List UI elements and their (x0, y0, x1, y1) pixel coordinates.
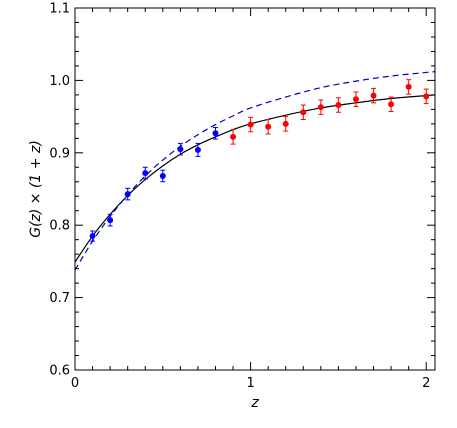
blue-data-point-0 (89, 233, 96, 240)
red-data-point-0 (230, 133, 237, 140)
blue-data-point-2 (124, 191, 131, 198)
red-data-point-1 (247, 121, 254, 128)
blue-data-point-5 (177, 146, 184, 153)
y-tick-label-0: 0.6 (49, 364, 70, 379)
red-data-point-5 (317, 104, 324, 111)
blue-data-point-6 (194, 146, 201, 153)
blue-data-point-1 (107, 217, 114, 224)
curve-layer (75, 71, 435, 271)
red-data-point-3 (282, 120, 289, 127)
blue-data-point-7 (212, 130, 219, 137)
x-tick-label-2: 2 (422, 376, 430, 391)
red-data-point-8 (370, 92, 377, 99)
red-data-point-6 (335, 102, 342, 109)
blue-data-point-3 (142, 170, 149, 177)
x-tick-label-0: 0 (71, 376, 79, 391)
x-axis-label: z (250, 395, 259, 411)
y-tick-label-3: 0.9 (49, 146, 70, 161)
y-tick-label-5: 1.1 (49, 2, 70, 17)
y-tick-label-1: 0.7 (49, 291, 70, 306)
tick-labels-layer: 0 1 2 0.6 0.7 0.8 0.9 1.0 1.1 (49, 2, 430, 392)
blue-data-point-4 (159, 172, 166, 179)
y-tick-label-2: 0.8 (49, 219, 70, 234)
red-data-point-2 (265, 123, 272, 130)
marker-layer (89, 83, 430, 240)
red-data-point-10 (405, 83, 412, 90)
errorbar-layer (90, 79, 429, 242)
y-axis-label: G(z) × (1 + z) (28, 140, 44, 238)
solid-model-curve (75, 94, 435, 263)
red-data-point-7 (352, 96, 359, 103)
red-data-point-11 (423, 93, 430, 100)
plot-frame (74, 7, 436, 371)
red-data-point-9 (388, 101, 395, 108)
ticks-layer (74, 7, 435, 371)
x-tick-label-1: 1 (246, 376, 254, 391)
dashed-model-curve (75, 71, 435, 271)
y-tick-label-4: 1.0 (49, 74, 70, 89)
red-data-point-4 (300, 109, 307, 116)
